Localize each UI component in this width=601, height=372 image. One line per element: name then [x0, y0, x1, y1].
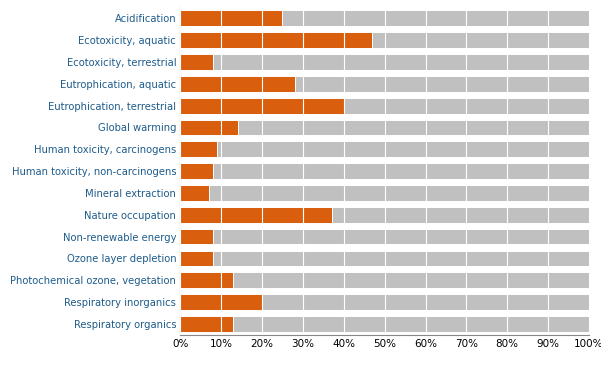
Bar	[180, 10, 589, 26]
Bar	[180, 141, 217, 157]
Bar	[180, 54, 589, 70]
Bar	[180, 54, 213, 70]
Bar	[180, 120, 589, 135]
Bar	[180, 76, 589, 92]
Bar	[180, 98, 344, 113]
Bar	[180, 251, 589, 266]
Bar	[180, 76, 294, 92]
Bar	[180, 32, 373, 48]
Bar	[180, 163, 213, 179]
Bar	[180, 10, 282, 26]
Bar	[180, 229, 589, 244]
Bar	[180, 294, 262, 310]
Bar	[180, 272, 589, 288]
Bar	[180, 163, 589, 179]
Bar	[180, 316, 589, 332]
Bar	[180, 229, 213, 244]
Bar	[180, 207, 589, 222]
Bar	[180, 272, 233, 288]
Bar	[180, 251, 213, 266]
Bar	[180, 294, 589, 310]
Bar	[180, 120, 237, 135]
Bar	[180, 185, 209, 201]
Bar	[180, 207, 332, 222]
Bar	[180, 316, 233, 332]
Bar	[180, 98, 589, 113]
Bar	[180, 141, 589, 157]
Bar	[180, 32, 589, 48]
Bar	[180, 185, 589, 201]
